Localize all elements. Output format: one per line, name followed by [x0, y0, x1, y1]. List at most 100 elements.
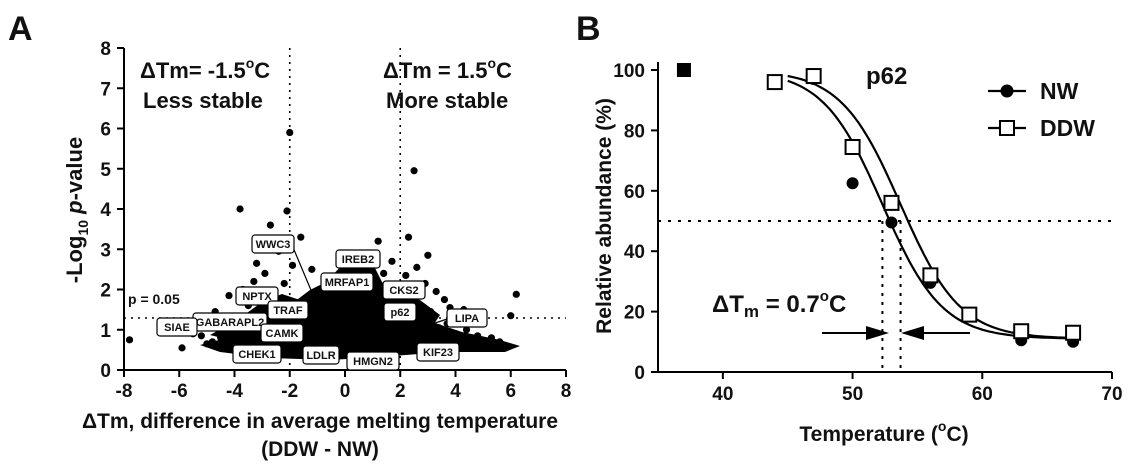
svg-text:GABARAPL2: GABARAPL2	[196, 317, 264, 329]
b-point-ddw	[844, 139, 861, 156]
a-data-point	[432, 287, 440, 296]
a-x-axis-label-2: (DDW - NW)	[261, 438, 379, 461]
b-x-ticks: 40 50 60 70	[712, 372, 1123, 405]
a-data-point	[468, 338, 476, 346]
a-data-point	[380, 269, 388, 277]
label-traf: TRAF	[267, 300, 309, 320]
a-x-tick-label: 6	[505, 381, 516, 402]
a-data-point	[479, 340, 487, 348]
b-y-tick-label: 100	[613, 61, 645, 82]
b-point-ddw	[1065, 324, 1082, 341]
b-x-axis-label: Temperature (oC)	[799, 418, 968, 446]
a-data-point	[427, 332, 435, 340]
svg-text:SIAE: SIAE	[164, 322, 190, 334]
a-y-tick-label: 7	[100, 79, 111, 100]
a-data-point	[228, 330, 236, 338]
a-x-tick-label: -6	[171, 381, 188, 402]
a-data-point	[393, 334, 402, 342]
a-data-point	[418, 306, 426, 314]
a-x-tick-label: -2	[281, 381, 298, 402]
a-data-point	[404, 332, 413, 340]
a-data-point	[308, 265, 316, 273]
a-data-point	[324, 328, 333, 336]
panel-label-a: A	[8, 10, 33, 48]
panel-a: 0 1 2 3 4 5 6 7 8 -8 -6 -4 -2 0 2 4 6 8 ΔTm= -1.5oC Less…	[62, 39, 571, 461]
a-data-point	[178, 344, 186, 352]
a-data-point	[424, 251, 432, 259]
label-nptx: NPTX	[235, 286, 279, 306]
a-data-point	[355, 338, 363, 346]
a-right-annotation-2: More stable	[386, 88, 508, 113]
a-data-point	[487, 334, 496, 342]
a-data-point	[369, 318, 377, 326]
a-data-point	[341, 326, 349, 334]
b-y-tick-label: 40	[624, 242, 645, 263]
b-point-ddw	[922, 267, 939, 284]
panel-b: 0 20 40 60 80 100 40 50 60 70 ΔTm = 0.7oC p62 NW	[593, 61, 1123, 446]
a-x-tick-label: -8	[116, 381, 133, 402]
label-camk: CAMK	[260, 323, 304, 343]
a-data-point	[410, 167, 418, 175]
svg-text:NPTX: NPTX	[242, 291, 272, 303]
b-chart-title: p62	[866, 63, 907, 90]
a-data-point	[457, 336, 465, 344]
a-y-tick-label: 3	[100, 240, 111, 261]
a-y-tick-label: 6	[100, 120, 111, 141]
b-y-tick-label: 80	[624, 121, 645, 142]
b-y-tick-label: 60	[624, 182, 645, 203]
a-data-point	[250, 277, 258, 286]
label-ldlr: LDLR	[302, 345, 340, 365]
a-data-point	[286, 128, 294, 137]
svg-text:WWC3: WWC3	[256, 239, 291, 251]
a-y-tick-label: 1	[100, 321, 111, 342]
svg-text:TRAF: TRAF	[273, 305, 303, 317]
label-hmgn2: HMGN2	[346, 351, 400, 371]
a-gene-labels: WWC3 IREB2 MRFAP1 CKS2 NPTX TRAF p62 LIP…	[156, 234, 488, 371]
a-data-point	[313, 324, 321, 332]
label-mrfap1: MRFAP1	[320, 272, 374, 292]
a-x-tick-label: 4	[450, 381, 461, 402]
b-point-ddw	[883, 194, 900, 211]
a-data-point	[388, 330, 396, 338]
a-data-point	[507, 312, 515, 320]
b-delta-arrows	[822, 326, 970, 340]
a-data-point	[297, 233, 305, 241]
b-point-ddw	[766, 74, 783, 91]
b-delta-label: ΔTm = 0.7oC	[712, 288, 846, 321]
a-x-tick-label: 2	[395, 381, 406, 402]
legend-item-ddw: DDW	[988, 115, 1095, 141]
b-point-ddw	[961, 306, 978, 323]
a-data-point	[125, 336, 134, 344]
a-x-ticks: -8 -6 -4 -2 0 2 4 6 8	[116, 370, 572, 402]
a-data-point	[280, 279, 288, 288]
a-y-axis-label: -Log10 p-value	[62, 137, 91, 283]
a-data-point	[305, 334, 313, 342]
b-points	[676, 63, 1082, 348]
a-y-tick-label: 5	[100, 160, 111, 181]
a-data-point	[208, 338, 216, 346]
a-data-point	[203, 340, 211, 348]
a-data-point	[316, 336, 324, 344]
a-data-point	[512, 290, 520, 298]
svg-text:MRFAP1: MRFAP1	[325, 277, 370, 289]
a-data-point	[413, 322, 421, 330]
a-data-point	[366, 336, 374, 344]
b-reference-point	[676, 63, 691, 77]
b-y-tick-label: 20	[624, 303, 645, 324]
a-y-tick-label: 0	[100, 361, 111, 382]
a-data-point	[360, 332, 368, 340]
svg-text:IREB2: IREB2	[342, 254, 374, 266]
a-x-axis-label-1: ΔTm, difference in average melting tempe…	[82, 410, 558, 433]
svg-text:CHEK1: CHEK1	[238, 349, 275, 361]
a-data-point	[462, 326, 471, 334]
a-data-point	[288, 261, 297, 269]
a-data-point	[427, 308, 435, 316]
b-x-tick-label: 60	[972, 384, 993, 405]
a-data-point	[374, 237, 382, 245]
panel-label-b: B	[576, 10, 601, 48]
a-y-tick-label: 2	[100, 281, 111, 302]
a-data-point	[440, 334, 449, 342]
a-data-point	[388, 257, 396, 265]
a-x-tick-label: 8	[561, 381, 572, 402]
svg-text:LIPA: LIPA	[455, 313, 479, 325]
